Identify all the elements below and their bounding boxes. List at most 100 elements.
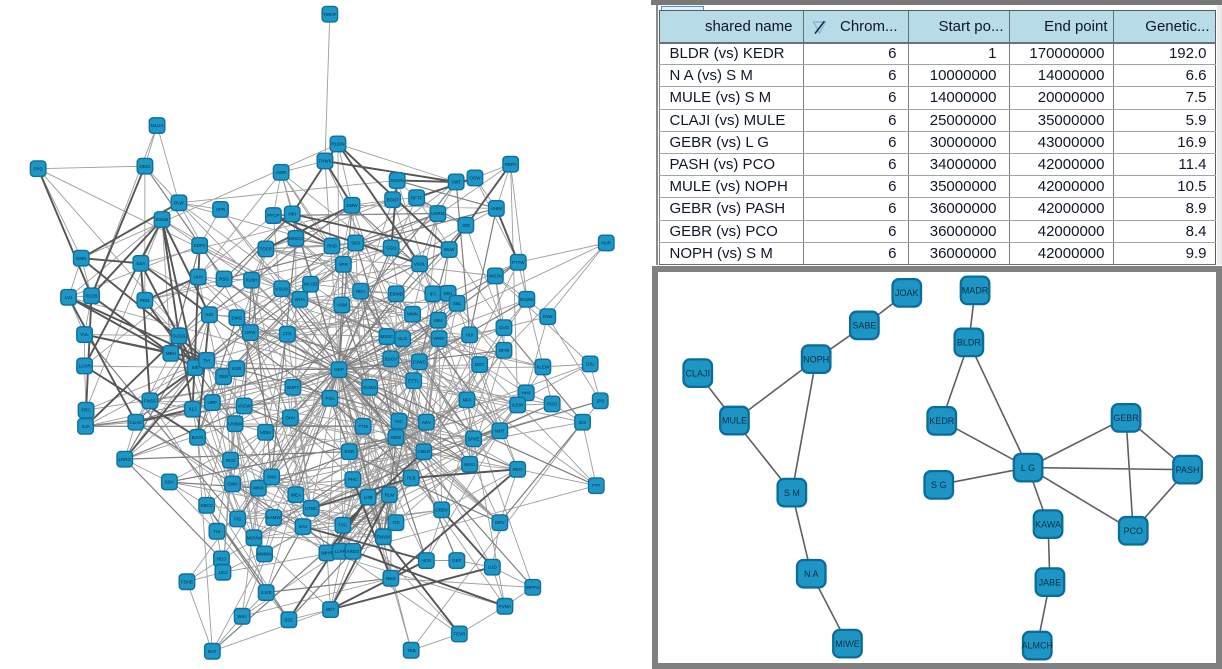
svg-text:SBA: SBA [434, 318, 443, 323]
svg-text:RLM: RLM [385, 492, 395, 497]
svg-text:ITS: ITS [392, 520, 399, 525]
svg-text:WND: WND [253, 486, 264, 491]
svg-text:KBCC: KBCC [200, 503, 213, 508]
svg-text:LCKR: LCKR [79, 364, 92, 369]
svg-text:KDPV: KDPV [194, 243, 206, 248]
svg-text:PASH: PASH [1176, 465, 1200, 475]
svg-text:GLG: GLG [398, 336, 408, 341]
svg-text:PLB: PLB [407, 476, 416, 481]
svg-text:VWT: VWT [451, 180, 461, 185]
svg-text:ILEW: ILEW [512, 403, 524, 408]
svg-text:MULE: MULE [722, 416, 747, 426]
svg-text:REO: REO [513, 467, 523, 472]
svg-text:CMLR: CMLR [418, 449, 432, 454]
svg-text:TWOF: TWOF [323, 12, 336, 17]
svg-text:MSSC: MSSC [380, 334, 394, 339]
svg-text:ESUB: ESUB [156, 217, 168, 222]
svg-text:KLBH: KLBH [246, 278, 258, 283]
svg-text:IFJ: IFJ [430, 291, 436, 296]
svg-text:AREO: AREO [347, 549, 360, 554]
svg-text:WLW: WLW [444, 247, 455, 252]
svg-text:S M: S M [784, 488, 800, 498]
svg-text:DMG: DMG [232, 315, 243, 320]
svg-text:RDA: RDA [356, 289, 366, 294]
svg-text:RDJ: RDJ [217, 557, 226, 562]
svg-text:MBN: MBN [166, 351, 176, 356]
svg-text:POO: POO [547, 402, 558, 407]
svg-text:WJPT: WJPT [287, 385, 299, 390]
svg-text:JPS: JPS [596, 399, 604, 404]
svg-text:ETTL: ETTL [408, 378, 419, 383]
svg-text:FIS: FIS [234, 517, 241, 522]
svg-text:SSA: SSA [136, 261, 145, 266]
svg-text:MHCO: MHCO [289, 236, 303, 241]
svg-text:KAMW: KAMW [267, 515, 282, 520]
svg-text:GEBR: GEBR [1113, 413, 1139, 423]
svg-text:LUD: LUD [488, 565, 498, 570]
svg-text:DMN: DMN [76, 256, 86, 261]
svg-text:OBCI: OBCI [139, 164, 150, 169]
svg-text:PTTW: PTTW [512, 260, 525, 265]
svg-text:DFW: DFW [499, 348, 510, 353]
svg-text:VREF: VREF [433, 336, 445, 341]
svg-text:IMHR: IMHR [321, 551, 333, 556]
svg-text:RUDN: RUDN [332, 142, 345, 147]
svg-text:AWR: AWR [276, 170, 287, 175]
svg-text:TIA: TIA [203, 358, 210, 363]
svg-text:THI: THI [213, 529, 220, 534]
svg-text:URP: URP [208, 400, 218, 405]
svg-text:PEN: PEN [140, 298, 149, 303]
svg-text:OOW: OOW [469, 176, 481, 181]
svg-text:SUGG: SUGG [172, 334, 186, 339]
svg-text:MOVM: MOVM [247, 535, 261, 540]
svg-text:DGT: DGT [475, 362, 485, 367]
svg-text:GKDN: GKDN [391, 178, 404, 183]
svg-text:SIE: SIE [191, 365, 198, 370]
svg-text:FEVR: FEVR [453, 632, 466, 637]
svg-text:GWV: GWV [227, 482, 238, 487]
svg-text:GBSI: GBSI [391, 435, 402, 440]
svg-text:N A: N A [804, 569, 819, 579]
svg-text:SJA: SJA [81, 424, 89, 429]
svg-text:MHT: MHT [495, 428, 505, 433]
svg-text:FVNA: FVNA [499, 604, 511, 609]
svg-text:JABE: JABE [1039, 577, 1062, 587]
svg-text:SAV: SAV [299, 524, 308, 529]
svg-text:LLPP: LLPP [335, 549, 346, 554]
svg-text:TTM: TTM [358, 424, 367, 429]
svg-text:FFR: FFR [283, 332, 292, 337]
svg-text:FSHE: FSHE [181, 579, 193, 584]
svg-text:BET: BET [326, 607, 335, 612]
svg-text:FVU: FVU [326, 396, 335, 401]
svg-text:BSOV: BSOV [385, 357, 398, 362]
svg-text:OFW: OFW [245, 330, 256, 335]
svg-text:MDM: MDM [260, 430, 271, 435]
svg-text:PFCP: PFCP [267, 213, 279, 218]
svg-text:KEDR: KEDR [929, 416, 955, 426]
svg-text:WVL: WVL [237, 614, 247, 619]
svg-text:PPD: PPD [33, 166, 43, 171]
svg-text:MADR: MADR [962, 286, 989, 296]
svg-text:S G: S G [931, 480, 947, 490]
svg-text:FTT: FTT [592, 483, 600, 488]
svg-text:CTBC: CTBC [305, 506, 318, 511]
svg-text:KSUU: KSUU [275, 286, 288, 291]
svg-text:FMVM: FMVM [377, 534, 390, 539]
svg-text:SBL: SBL [453, 301, 462, 306]
svg-text:CLAJI: CLAJI [686, 368, 711, 378]
svg-text:WEA: WEA [291, 492, 301, 497]
svg-text:OEB: OEB [219, 374, 229, 379]
svg-text:HHV: HHV [521, 390, 531, 395]
svg-text:VADW: VADW [238, 404, 252, 409]
svg-text:IVC: IVC [395, 419, 403, 424]
svg-text:BSNT: BSNT [387, 197, 399, 202]
svg-text:SSE: SSE [284, 617, 293, 622]
svg-text:RJW: RJW [543, 314, 553, 319]
svg-text:OBBV: OBBV [435, 508, 448, 513]
svg-text:HUI: HUI [466, 332, 474, 337]
svg-text:RHS: RHS [327, 244, 337, 249]
svg-text:RLDB: RLDB [85, 293, 97, 298]
svg-text:NFA: NFA [463, 398, 472, 403]
svg-text:WLOD: WLOD [304, 282, 318, 287]
svg-text:EOR: EOR [345, 449, 356, 454]
